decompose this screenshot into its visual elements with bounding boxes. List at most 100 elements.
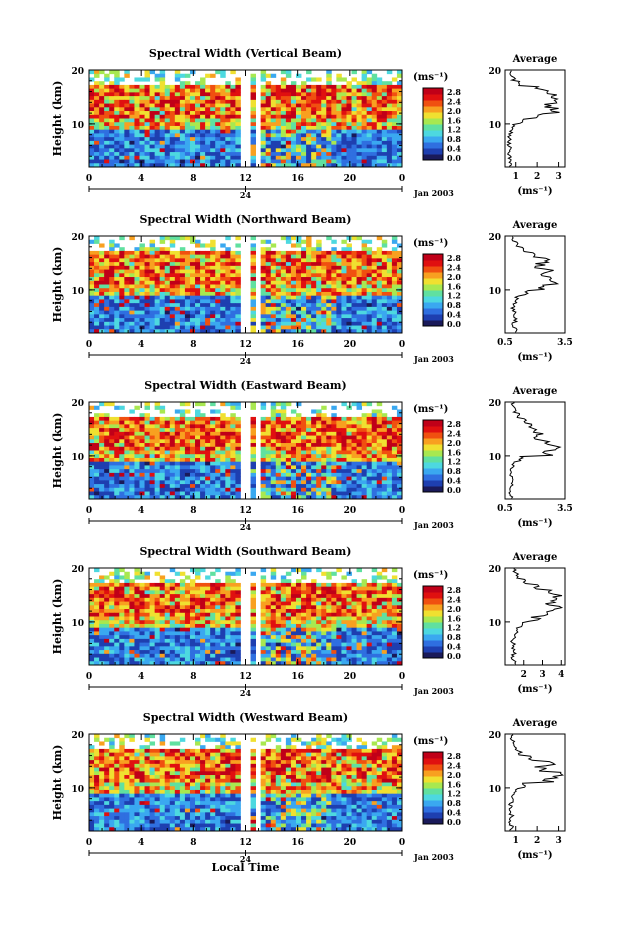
x-tick-label: 4: [138, 174, 144, 184]
colorbar-segment: [423, 142, 443, 149]
colorbar-tick-label: 1.2: [447, 623, 461, 633]
colorbar-segment: [423, 154, 443, 161]
x-tick-label: 20: [344, 340, 357, 350]
panel-title: Spectral Width (Vertical Beam): [149, 47, 342, 60]
heatmap: [89, 402, 402, 499]
colorbar-tick-label: 0.4: [447, 642, 461, 652]
y-axis-label: Height (km): [51, 579, 64, 655]
average-x-tick-label: 0.5: [497, 504, 513, 514]
day-marker: 24: [240, 190, 252, 200]
colorbar-segment: [423, 438, 443, 445]
average-profile-line: [510, 568, 564, 665]
colorbar-tick-label: 2.8: [447, 253, 461, 263]
colorbar-tick-label: 0.0: [447, 651, 461, 661]
panel-2: Spectral Width (Northward Beam) Height (k…: [51, 213, 573, 366]
x-tick-label: 8: [190, 174, 196, 184]
y-tick-label: 20: [71, 565, 84, 575]
average-panel: Average 20 10 1 2 3(ms⁻¹): [488, 54, 566, 197]
colorbar-segment: [423, 88, 443, 95]
colorbar-tick-label: 1.2: [447, 291, 461, 301]
average-unit: (ms⁻¹): [517, 684, 552, 695]
day-marker: 24: [240, 688, 252, 698]
y-tick-label: 10: [71, 619, 84, 629]
colorbar-tick-label: 2.4: [447, 96, 461, 106]
colorbar-segment: [423, 94, 443, 101]
y-tick-label: 20: [71, 67, 84, 77]
x-tick-label: 0: [86, 672, 92, 682]
colorbar-segment: [423, 272, 443, 279]
average-y-tick-label: 20: [488, 731, 501, 741]
colorbar-unit: (ms⁻¹): [413, 570, 448, 581]
colorbar-segment: [423, 290, 443, 297]
date-label: Jan 2003: [413, 520, 454, 530]
x-tick-label: 8: [190, 506, 196, 516]
colorbar-segment: [423, 770, 443, 777]
panel-title: Spectral Width (Northward Beam): [140, 213, 352, 226]
colorbar-tick-label: 0.4: [447, 144, 461, 154]
colorbar-segment: [423, 598, 443, 605]
average-x-tick-label: 3.5: [557, 338, 573, 348]
colorbar-segment: [423, 616, 443, 623]
colorbar-segment: [423, 592, 443, 599]
colorbar-segment: [423, 106, 443, 113]
colorbar-unit: (ms⁻¹): [413, 404, 448, 415]
date-label: Jan 2003: [413, 188, 454, 198]
colorbar-tick-label: 1.2: [447, 125, 461, 135]
colorbar-tick-label: 0.4: [447, 476, 461, 486]
average-title: Average: [512, 552, 558, 563]
colorbar-segment: [423, 426, 443, 433]
colorbar-segment: [423, 296, 443, 303]
average-panel: Average 20 10 0.5 3.5 (ms⁻¹): [488, 386, 572, 529]
colorbar-tick-label: 1.2: [447, 457, 461, 467]
colorbar-segment: [423, 450, 443, 457]
x-tick-label: 16: [291, 672, 304, 682]
colorbar-segment: [423, 462, 443, 469]
colorbar-tick-label: 0.8: [447, 798, 461, 808]
colorbar-tick-label: 1.6: [447, 281, 461, 291]
x-tick-label: 0: [399, 838, 405, 848]
average-profile-line: [506, 70, 560, 167]
colorbar-segment: [423, 652, 443, 659]
average-panel: Average 20 10 0.5 3.5 (ms⁻¹): [488, 220, 572, 363]
average-profile-line: [508, 402, 562, 499]
colorbar-segment: [423, 112, 443, 119]
x-tick-label: 0: [399, 506, 405, 516]
colorbar-segment: [423, 634, 443, 641]
heatmap: [89, 70, 402, 167]
x-tick-label: 16: [291, 838, 304, 848]
average-x-tick-label: 3: [555, 172, 561, 182]
colorbar-segment: [423, 130, 443, 137]
x-tick-label: 20: [344, 174, 357, 184]
colorbar-segment: [423, 474, 443, 481]
colorbar-segment: [423, 124, 443, 131]
x-tick-label: 0: [399, 672, 405, 682]
average-y-tick-label: 20: [488, 565, 501, 575]
colorbar-tick-label: 2.0: [447, 604, 461, 614]
colorbar-tick-label: 2.8: [447, 87, 461, 97]
colorbar-segment: [423, 818, 443, 825]
colorbar-segment: [423, 758, 443, 765]
x-tick-label: 16: [291, 174, 304, 184]
colorbar-tick-label: 1.6: [447, 613, 461, 623]
colorbar-segment: [423, 628, 443, 635]
average-y-tick-label: 20: [488, 67, 501, 77]
date-label: Jan 2003: [413, 354, 454, 364]
colorbar-segment: [423, 420, 443, 427]
colorbar-tick-label: 2.8: [447, 751, 461, 761]
x-tick-label: 12: [239, 340, 252, 350]
average-y-tick-label: 20: [488, 233, 501, 243]
colorbar-tick-label: 2.4: [447, 262, 461, 272]
colorbar-segment: [423, 640, 443, 647]
colorbar-tick-label: 2.8: [447, 585, 461, 595]
y-axis-label: Height (km): [51, 413, 64, 489]
y-tick-label: 20: [71, 731, 84, 741]
average-x-tick-label: 1: [513, 172, 519, 182]
colorbar-segment: [423, 604, 443, 611]
average-y-tick-label: 10: [488, 287, 501, 297]
colorbar-unit: (ms⁻¹): [413, 72, 448, 83]
colorbar-tick-label: 0.8: [447, 466, 461, 476]
average-title: Average: [512, 718, 558, 729]
colorbar-segment: [423, 806, 443, 813]
x-tick-label: 16: [291, 506, 304, 516]
colorbar-segment: [423, 610, 443, 617]
